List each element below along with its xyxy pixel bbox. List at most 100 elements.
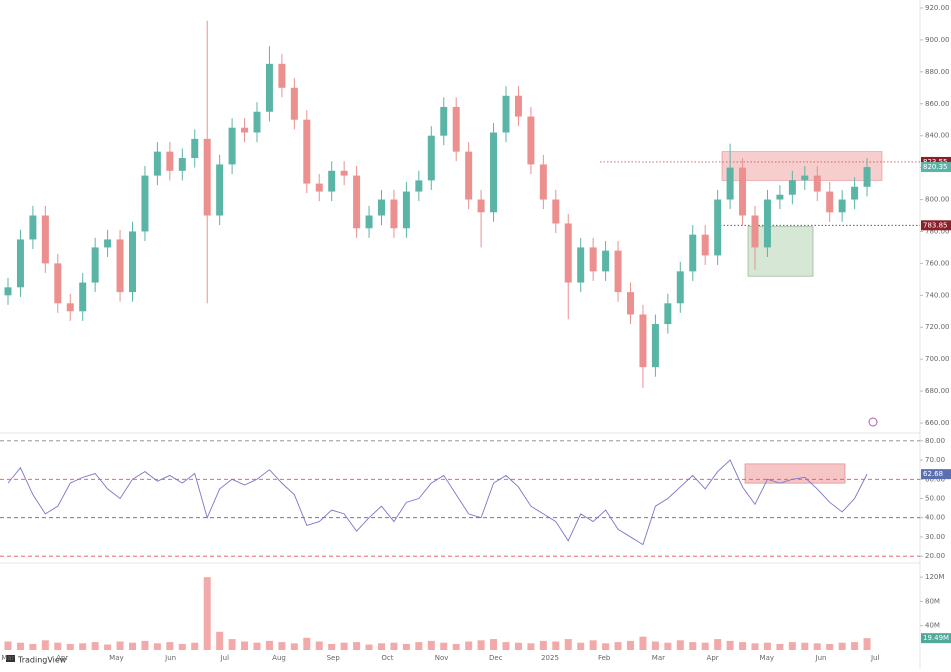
candle-body [552, 199, 560, 224]
x-tick-label: Apr [56, 654, 68, 662]
y-tick-label: 660.00 [925, 419, 950, 427]
volume-bar [763, 642, 771, 650]
candle-body [116, 239, 124, 293]
x-tick-label: May [760, 654, 774, 662]
candle-body [440, 106, 448, 136]
candle-body [651, 324, 659, 368]
candle-body [452, 106, 460, 152]
y-tick-label: 800.00 [925, 196, 950, 204]
candle-body [4, 287, 12, 296]
zone [747, 226, 814, 277]
volume-bar [16, 642, 24, 650]
x-tick-label: Apr [707, 654, 719, 662]
brand: TradingView [17, 656, 67, 665]
volume-bar [602, 643, 610, 650]
volume-bar [303, 637, 311, 650]
volume-bar [788, 642, 796, 650]
candle-body [378, 199, 385, 216]
candle-body [614, 250, 622, 293]
y-tick-label: 920.00 [925, 4, 950, 12]
x-tick-label: Feb [598, 654, 611, 662]
volume-bar [726, 640, 734, 650]
volume-bar [751, 643, 759, 650]
candle-body [577, 247, 585, 283]
candle-body [141, 175, 149, 232]
volume-bar [104, 644, 112, 650]
candle-body [589, 247, 597, 272]
candle-body [751, 215, 759, 248]
x-tick-label: Jul [870, 654, 880, 662]
candle-body [191, 138, 199, 159]
candle-body [253, 111, 261, 133]
volume-tag-bg [921, 633, 951, 644]
brand-logo [6, 655, 15, 662]
x-tick-label: Oct [381, 654, 393, 662]
y-tick-label: 740.00 [925, 291, 950, 299]
candle-body [639, 314, 647, 368]
volume-bar [91, 642, 99, 650]
x-tick-label: Jun [164, 654, 176, 662]
candle-body [739, 167, 747, 216]
volume-bar [265, 640, 273, 650]
candle-body [278, 63, 286, 88]
candle-body [502, 95, 510, 133]
y-tick-label: 760.00 [925, 259, 950, 267]
candle-body [79, 282, 87, 312]
candle-body [490, 132, 498, 213]
volume-bar [564, 639, 572, 650]
y-tick-label: 900.00 [925, 36, 950, 44]
volume-bar [116, 641, 124, 650]
candle-body [477, 199, 485, 213]
candle-body [863, 167, 871, 187]
candle-body [714, 199, 722, 256]
x-tick-label: Aug [272, 654, 286, 662]
volume-bar [801, 642, 809, 650]
volume-bar [838, 642, 846, 650]
y-tick-label: 720.00 [925, 323, 950, 331]
y-tick-label: 840.00 [925, 132, 950, 140]
volume-bar [79, 643, 87, 650]
volume-bar [378, 643, 385, 650]
volume-bar [427, 640, 435, 650]
volume-bar [651, 641, 659, 650]
candle-body [29, 215, 37, 240]
x-tick-label: Mar [1, 654, 14, 662]
candle-body [303, 119, 311, 184]
volume-bar [614, 642, 622, 650]
last-price-tag-bg [921, 162, 951, 173]
volume-bar [689, 642, 697, 650]
candle-body [776, 194, 784, 200]
candle-body [16, 239, 24, 288]
x-tick-label: Nov [435, 654, 449, 662]
volume-bar [701, 642, 709, 650]
candle-body [402, 191, 410, 229]
candle-body [228, 127, 236, 165]
volume-bar [739, 642, 747, 650]
candle-body [838, 199, 846, 213]
level-tag: 823.55 [923, 158, 948, 166]
volume-bar [863, 638, 871, 650]
volume-bar [216, 631, 224, 650]
y-tick-label: 30.00 [925, 533, 945, 541]
candle-body [664, 303, 672, 325]
volume-bar [178, 643, 186, 650]
volume-bar [826, 643, 834, 650]
volume-bar [676, 640, 684, 650]
candle-body [91, 247, 99, 283]
x-tick-label: 2025 [541, 654, 559, 662]
volume-bar [390, 642, 398, 650]
volume-bar [490, 639, 498, 650]
volume-bar [353, 642, 361, 650]
level-tag: 783.85 [923, 221, 948, 229]
candle-body [54, 263, 62, 304]
candle-body [315, 183, 323, 192]
volume-bar [577, 642, 585, 650]
candle-body [788, 180, 796, 195]
volume-bar [415, 642, 423, 650]
candle-body [178, 158, 186, 171]
volume-bar [278, 642, 286, 650]
candle-body [66, 303, 74, 312]
candle-body [340, 170, 348, 176]
